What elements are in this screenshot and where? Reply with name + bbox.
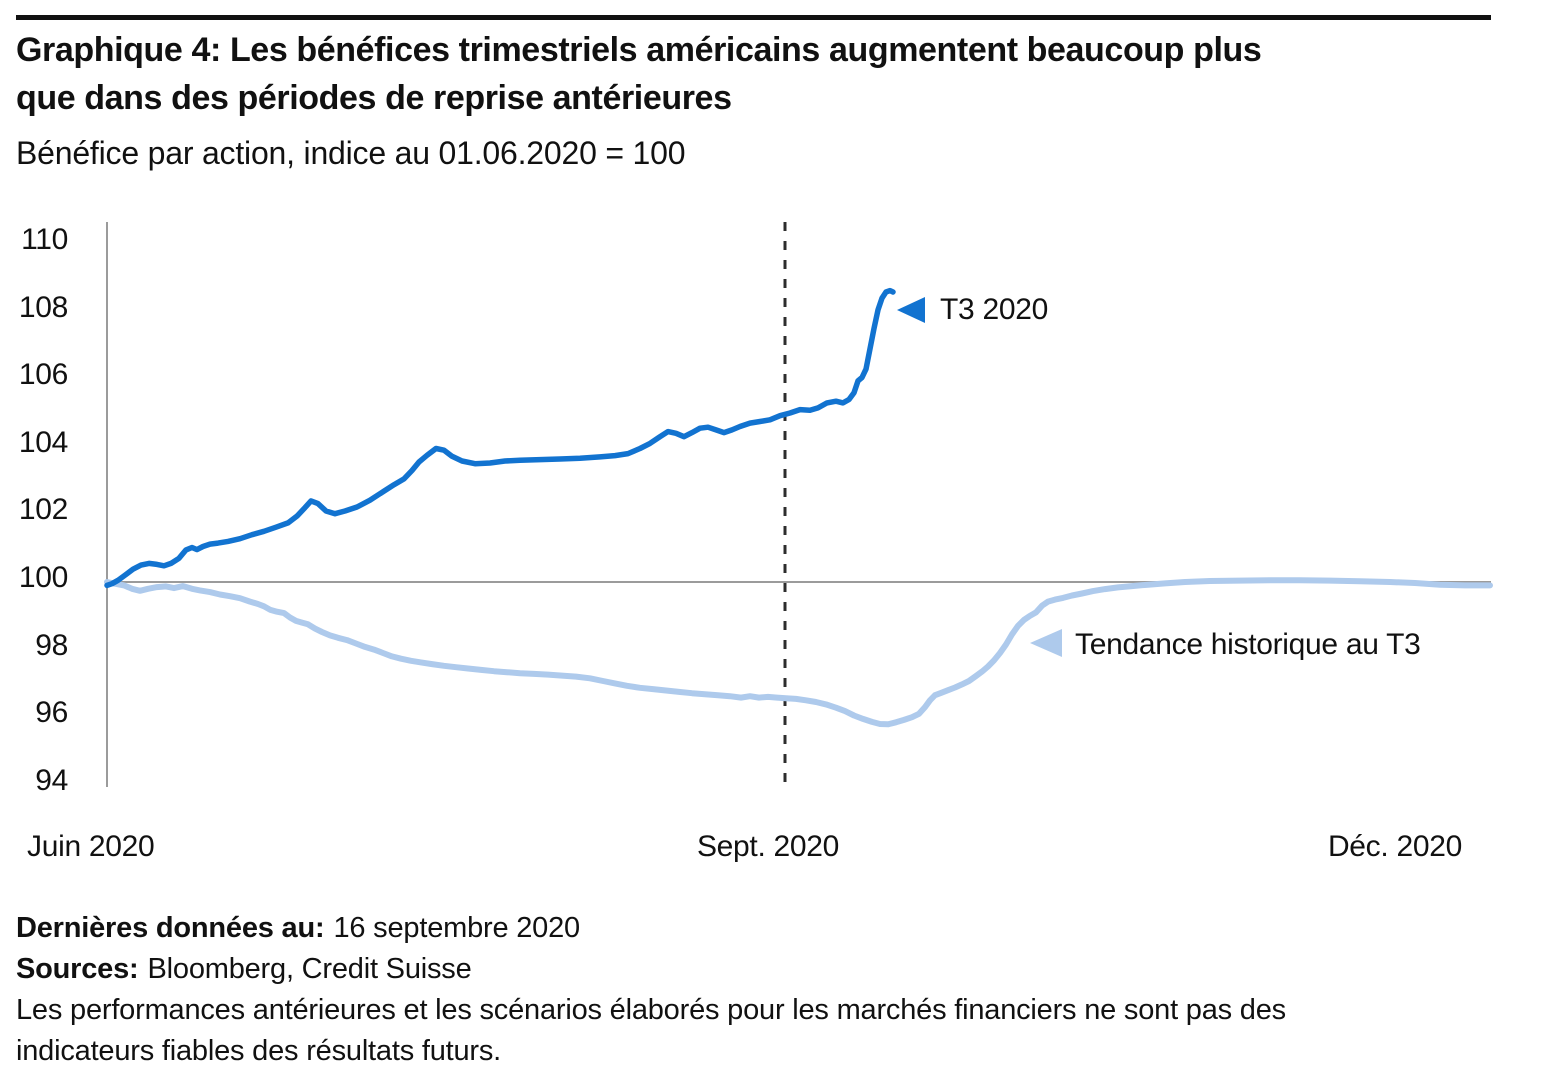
y-tick-100: 100: [18, 561, 68, 594]
chart-title: Graphique 4: Les bénéfices trimestriels …: [16, 31, 1262, 117]
sources-value: Bloomberg, Credit Suisse: [147, 953, 472, 985]
series-line-t3-2020: [104, 287, 896, 589]
y-tick-110: 110: [21, 223, 68, 256]
footer: Dernières données au: 16 septembre 2020 S…: [16, 908, 1486, 1072]
x-tick-dec: Déc. 2020: [1327, 830, 1462, 863]
series-line-tendance-historique: [104, 577, 1493, 728]
x-tick-sept: Sept. 2020: [696, 830, 840, 863]
y-tick-104: 104: [18, 426, 68, 459]
sources-line: Sources: Bloomberg, Credit Suisse: [16, 949, 1486, 990]
y-tick-108: 108: [18, 291, 68, 324]
series-label-t3-2020: T3 2020: [940, 293, 1048, 326]
t3-2020-arrow-icon: [897, 297, 925, 323]
y-tick-102: 102: [18, 493, 68, 526]
y-tick-98: 98: [35, 629, 68, 662]
top-rule: [16, 15, 1491, 20]
disclaimer-text: Les performances antérieures et les scén…: [16, 994, 1286, 1067]
tendance-arrow-icon: [1030, 629, 1062, 657]
y-tick-94: 94: [35, 764, 68, 797]
sources-label: Sources:: [16, 953, 139, 985]
line-chart: [104, 222, 1493, 787]
chart-subtitle: Bénéfice par action, indice au 01.06.202…: [16, 135, 686, 171]
y-tick-106: 106: [18, 358, 68, 391]
last-data-value: 16 septembre 2020: [333, 912, 580, 944]
y-tick-96: 96: [35, 696, 68, 729]
x-tick-juin: Juin 2020: [27, 830, 155, 863]
last-data-label: Dernières données au:: [16, 912, 325, 944]
last-data-line: Dernières données au: 16 septembre 2020: [16, 908, 1486, 949]
series-label-tendance: Tendance historique au T3: [1075, 628, 1421, 661]
